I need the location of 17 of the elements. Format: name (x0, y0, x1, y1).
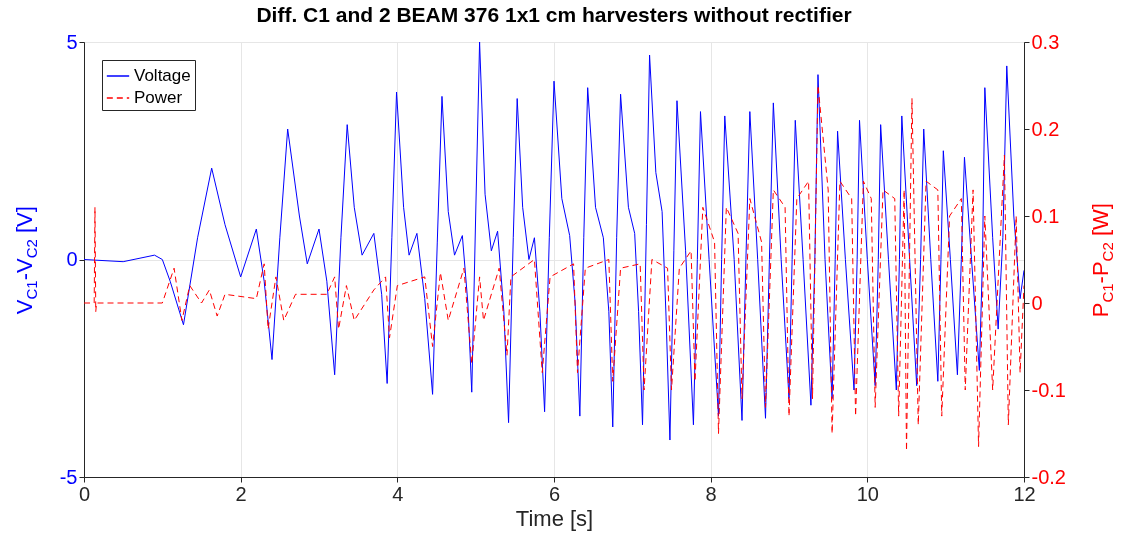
x-tick-label: 10 (856, 482, 879, 505)
y2-tick-label: 0.1 (1031, 204, 1060, 227)
legend-label: Power (134, 88, 183, 107)
y-tick-label: -5 (59, 465, 78, 488)
y2-tick-label: 0.2 (1031, 117, 1060, 140)
y-tick-label: 5 (66, 30, 78, 53)
x-tick-label: 4 (392, 482, 404, 505)
y2-tick-label: -0.1 (1031, 378, 1066, 401)
x-tick-label: 8 (705, 482, 717, 505)
y-tick-label: 0 (66, 248, 78, 270)
y2-tick-label: 0 (1031, 291, 1043, 314)
x-tick-label: 2 (235, 482, 247, 505)
x-axis-title: Time [s] (515, 505, 594, 531)
chart-title: Diff. C1 and 2 BEAM 376 1x1 cm harvesters without rectifier (256, 3, 852, 26)
y2-tick-label: 0.3 (1031, 30, 1060, 53)
legend-label: Voltage (134, 66, 191, 85)
x-tick-label: 6 (548, 482, 561, 505)
